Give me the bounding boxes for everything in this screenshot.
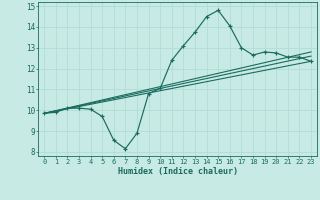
X-axis label: Humidex (Indice chaleur): Humidex (Indice chaleur) (118, 167, 238, 176)
